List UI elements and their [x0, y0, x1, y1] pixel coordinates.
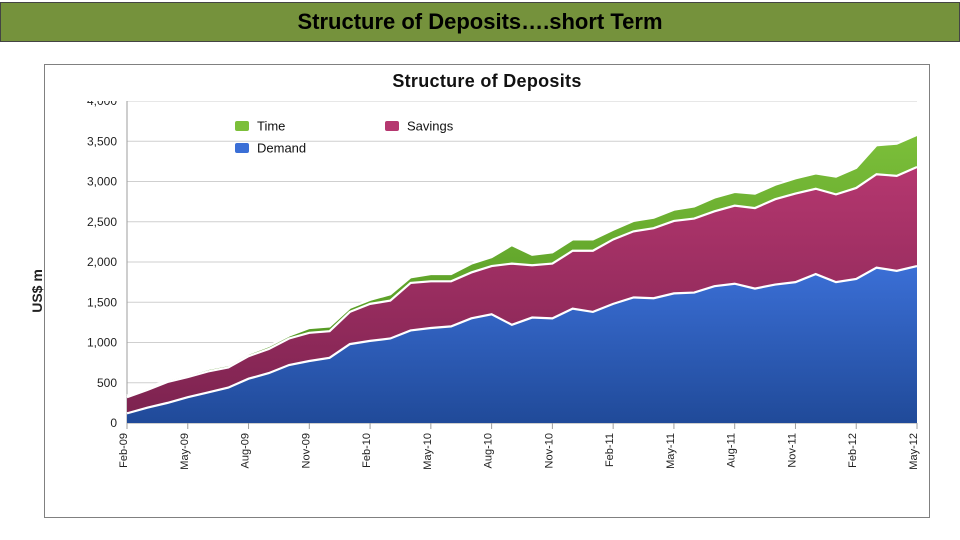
svg-text:May-12: May-12: [908, 433, 920, 470]
svg-text:3,500: 3,500: [87, 134, 117, 148]
svg-text:May-11: May-11: [665, 433, 677, 469]
legend-swatch: [235, 121, 249, 131]
legend-label: Demand: [257, 140, 306, 155]
svg-text:4,000: 4,000: [87, 101, 117, 108]
y-axis-label: US$ m: [29, 269, 45, 313]
svg-text:Feb-09: Feb-09: [118, 433, 130, 468]
stacked-area-chart: 0 500 1,000 1,500 2,000 2,500 3,000 3,500 4,000 F…: [45, 101, 929, 525]
svg-text:3,000: 3,000: [87, 175, 117, 189]
legend-item-time: Time: [235, 117, 385, 135]
svg-text:2,500: 2,500: [87, 215, 117, 229]
chart-legend: Time Savings Demand: [235, 117, 535, 161]
title-banner: Structure of Deposits….short Term: [0, 2, 960, 42]
chart-title: Structure of Deposits: [45, 71, 929, 92]
legend-item-demand: Demand: [235, 139, 385, 157]
svg-text:500: 500: [97, 376, 117, 390]
svg-text:Feb-12: Feb-12: [847, 433, 859, 468]
svg-text:0: 0: [110, 416, 117, 430]
svg-text:1,500: 1,500: [87, 295, 117, 309]
svg-text:May-10: May-10: [422, 433, 434, 470]
svg-text:Aug-11: Aug-11: [726, 433, 738, 468]
svg-text:1,000: 1,000: [87, 336, 117, 350]
legend-item-savings: Savings: [385, 117, 535, 135]
page-title: Structure of Deposits….short Term: [297, 9, 662, 35]
svg-text:Aug-10: Aug-10: [483, 433, 495, 468]
svg-text:Nov-10: Nov-10: [543, 433, 555, 468]
legend-label: Savings: [407, 118, 453, 133]
svg-text:May-09: May-09: [179, 433, 191, 470]
svg-text:Aug-09: Aug-09: [240, 433, 252, 468]
legend-swatch: [385, 121, 399, 131]
svg-text:Nov-09: Nov-09: [300, 433, 312, 468]
legend-swatch: [235, 143, 249, 153]
svg-text:Feb-11: Feb-11: [604, 433, 616, 467]
svg-text:2,000: 2,000: [87, 255, 117, 269]
legend-label: Time: [257, 118, 285, 133]
chart-container: Structure of Deposits US$ m 05001,0001,5…: [44, 64, 930, 518]
svg-text:Nov-11: Nov-11: [786, 433, 798, 468]
svg-text:Feb-10: Feb-10: [361, 433, 373, 468]
